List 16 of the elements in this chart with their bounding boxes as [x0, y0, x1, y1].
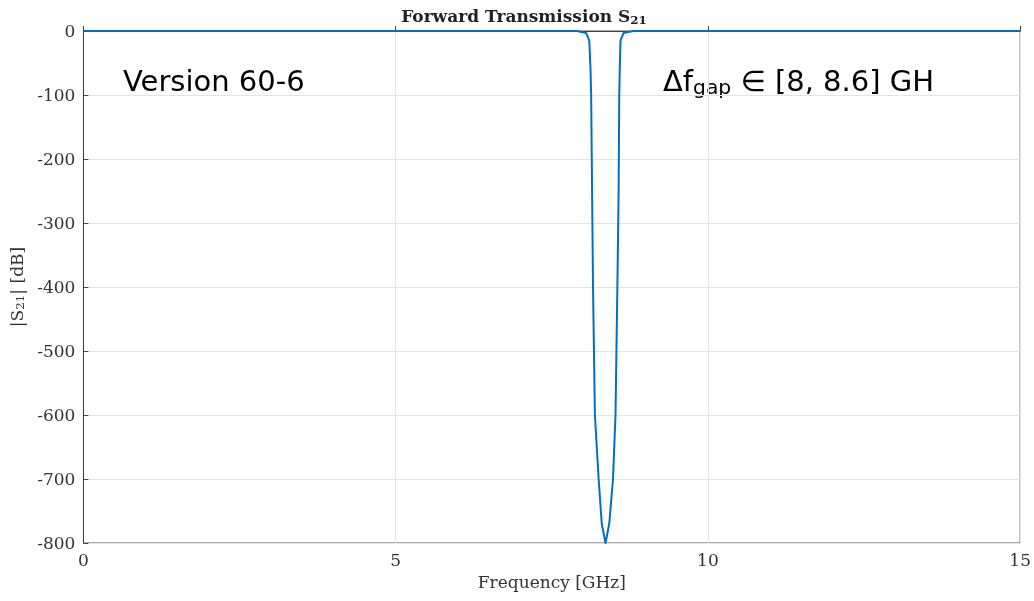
y-tick-label: -200 — [37, 149, 76, 169]
x-tick-label: 15 — [1009, 549, 1031, 570]
y-tick-label: 0 — [64, 21, 76, 41]
y-axis-title: |S21| [dB] — [6, 246, 28, 328]
y-tick-label: -600 — [37, 405, 76, 425]
y-tick-label: -500 — [37, 341, 76, 361]
annotation: Version 60-6 — [123, 63, 305, 98]
y-tick-label: -300 — [37, 213, 76, 233]
x-tick-label: 5 — [390, 549, 402, 570]
x-tick-label: 10 — [697, 549, 719, 570]
x-axis-title: Frequency [GHz] — [477, 571, 626, 592]
y-tick-label: -100 — [37, 85, 76, 105]
x-tick-label: 0 — [78, 549, 89, 570]
y-tick-label: -800 — [37, 533, 76, 553]
y-tick-label: -400 — [37, 277, 76, 297]
y-tick-label: -700 — [37, 469, 76, 489]
